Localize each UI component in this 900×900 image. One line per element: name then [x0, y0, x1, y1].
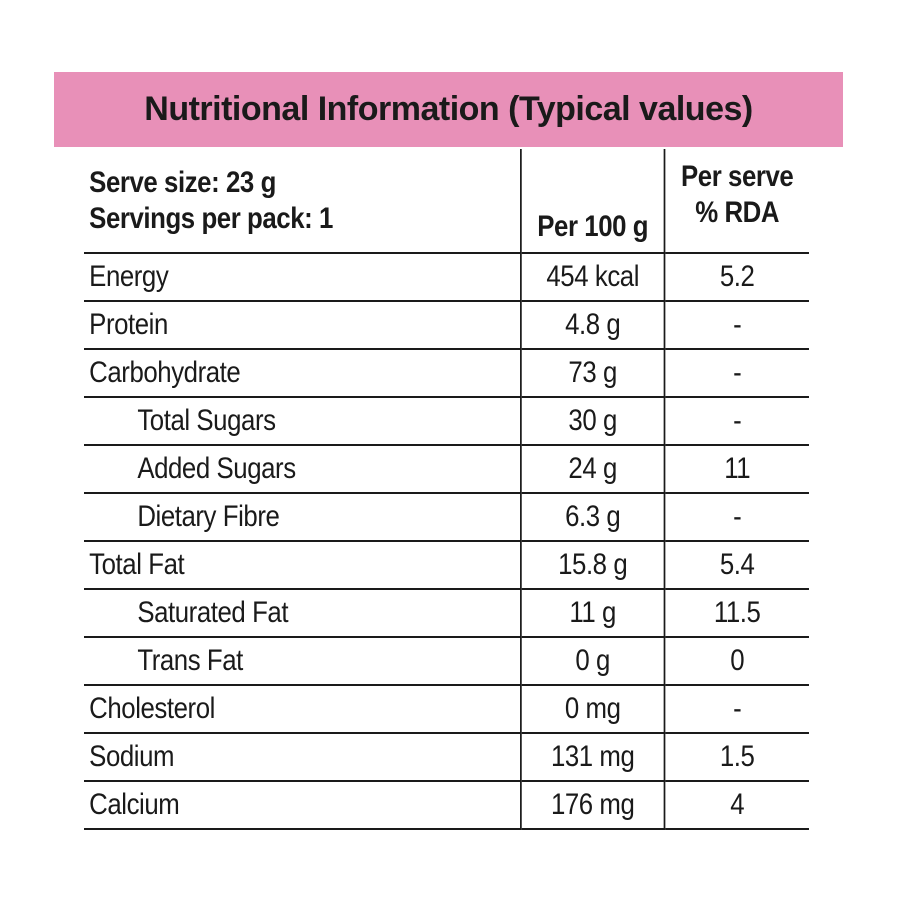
per-serve-rda-header: Per serve % RDA [663, 149, 809, 254]
rda-value: 11 [663, 445, 809, 494]
nutrient-label: Trans Fat [84, 637, 521, 686]
serve-size-text: Serve size: 23 g [89, 165, 276, 199]
nutrient-label: Added Sugars [84, 445, 521, 494]
table-row: Total Fat 15.8 g 5.4 [84, 541, 809, 590]
per-100g-value: 11 g [520, 589, 665, 638]
rda-value: - [663, 301, 809, 350]
nutrient-label: Calcium [84, 781, 521, 830]
table-header-row: Serve size: 23 g Servings per pack: 1 Pe… [84, 149, 809, 254]
table-row: Dietary Fibre 6.3 g - [84, 493, 809, 542]
table-row: Energy 454 kcal 5.2 [84, 253, 809, 302]
table-row: Total Sugars 30 g - [84, 397, 809, 446]
per-100g-value: 454 kcal [520, 253, 665, 302]
per-100g-header: Per 100 g [520, 149, 665, 254]
nutrient-label: Saturated Fat [84, 589, 521, 638]
per-100g-value: 0 mg [520, 685, 665, 734]
table-row: Sodium 131 mg 1.5 [84, 733, 809, 782]
nutrient-label: Carbohydrate [84, 349, 521, 398]
per-100g-value: 6.3 g [520, 493, 665, 542]
servings-per-pack-text: Servings per pack: 1 [89, 201, 333, 235]
nutrient-label: Energy [84, 253, 521, 302]
nutrient-label: Protein [84, 301, 521, 350]
nutrient-label: Total Sugars [84, 397, 521, 446]
per-100g-value: 24 g [520, 445, 665, 494]
nutrient-label: Dietary Fibre [84, 493, 521, 542]
nutrient-label: Cholesterol [84, 685, 521, 734]
table-row: Carbohydrate 73 g - [84, 349, 809, 398]
per-100g-value: 4.8 g [520, 301, 665, 350]
per-100g-value: 73 g [520, 349, 665, 398]
per-100g-value: 30 g [520, 397, 665, 446]
title-banner: Nutritional Information (Typical values) [54, 72, 843, 147]
table-row: Added Sugars 24 g 11 [84, 445, 809, 494]
rda-value: - [663, 685, 809, 734]
panel-title: Nutritional Information (Typical values) [144, 90, 753, 128]
rda-value: 4 [663, 781, 809, 830]
nutrient-label: Total Fat [84, 541, 521, 590]
serving-info-header: Serve size: 23 g Servings per pack: 1 [84, 149, 521, 254]
table-row: Trans Fat 0 g 0 [84, 637, 809, 686]
table-row: Protein 4.8 g - [84, 301, 809, 350]
nutrient-label: Sodium [84, 733, 521, 782]
rda-value: 1.5 [663, 733, 809, 782]
rda-value: - [663, 349, 809, 398]
rda-value: 0 [663, 637, 809, 686]
rda-value: - [663, 397, 809, 446]
per-100g-value: 0 g [520, 637, 665, 686]
table-row: Cholesterol 0 mg - [84, 685, 809, 734]
per-serve-header-line2: % RDA [695, 196, 780, 229]
rda-value: 5.4 [663, 541, 809, 590]
rda-value: 11.5 [663, 589, 809, 638]
per-100g-value: 131 mg [520, 733, 665, 782]
rda-value: 5.2 [663, 253, 809, 302]
nutrition-table: Serve size: 23 g Servings per pack: 1 Pe… [84, 149, 809, 830]
rda-value: - [663, 493, 809, 542]
per-100g-value: 15.8 g [520, 541, 665, 590]
per-100g-value: 176 mg [520, 781, 665, 830]
table-row: Saturated Fat 11 g 11.5 [84, 589, 809, 638]
per-serve-header-line1: Per serve [681, 160, 794, 193]
table-row: Calcium 176 mg 4 [84, 781, 809, 830]
